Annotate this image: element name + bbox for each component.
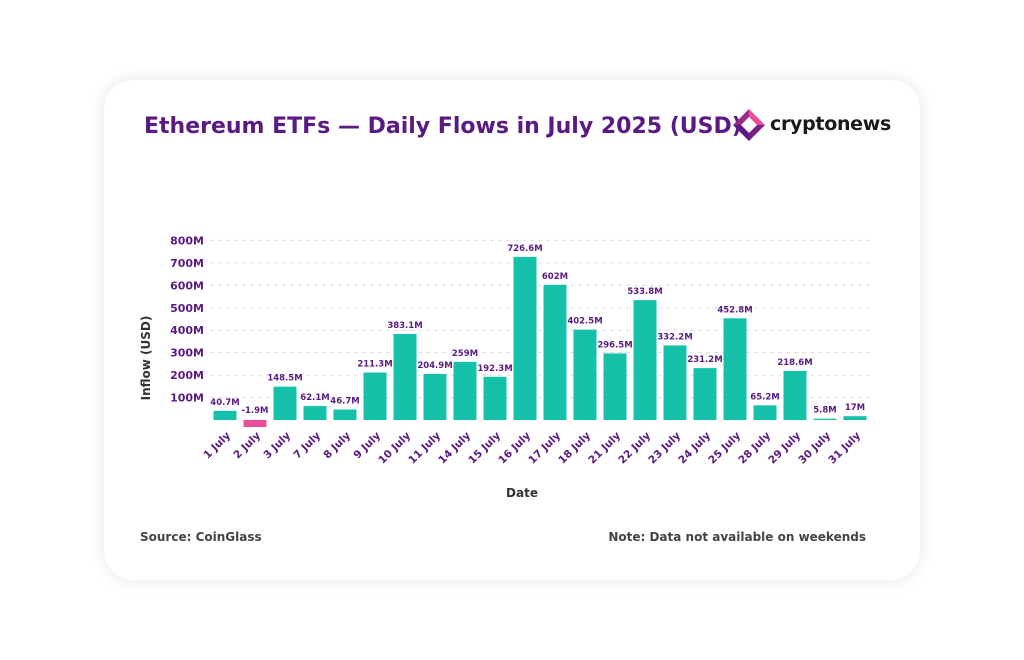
x-tick-label: 23 July [646,430,683,467]
x-tick-label: 25 July [706,430,743,467]
grid-lines [210,239,870,399]
bar [843,416,867,420]
x-tick-label: 8 July [321,430,353,462]
y-axis-ticks: 100M 200M 300M 400M 500M 600M 700M 800M [170,234,204,404]
x-tick-label: 2 July [231,430,263,462]
value-label: 602M [542,272,568,282]
value-label: 383.1M [387,321,422,331]
cryptonews-logo-icon [733,109,765,141]
y-tick-label: 500M [170,302,204,315]
value-label: 533.8M [627,287,662,297]
value-label: 211.3M [357,360,392,370]
bar [543,284,567,420]
bar [723,318,747,420]
bar [513,256,537,420]
x-tick-label: 24 July [676,430,713,467]
x-tick-label: 30 July [796,430,833,467]
value-label: 46.7M [330,397,359,407]
y-tick-label: 800M [170,234,204,247]
bars [213,256,867,427]
bar [663,345,687,420]
value-label: 402.5M [567,317,602,327]
value-label: 296.5M [597,340,632,350]
x-tick-label: 22 July [616,430,653,467]
bar [693,368,717,420]
value-label: 204.9M [417,361,452,371]
bar-chart: 100M 200M 300M 400M 500M 600M 700M 800M 40.7M-1… [139,234,870,500]
value-label: 192.3M [477,364,512,374]
bar [483,376,507,420]
value-label: 5.8M [813,406,837,416]
value-label: 62.1M [300,393,329,403]
bar [783,370,807,420]
bar [603,353,627,420]
x-tick-label: 18 July [556,430,593,467]
source-note: Source: CoinGlass [140,530,262,544]
x-tick-label: 15 July [466,430,503,467]
value-label: 17M [845,403,865,413]
bar [213,410,237,420]
bar [303,406,327,420]
x-tick-label: 7 July [291,430,323,462]
value-label: -1.9M [241,406,268,416]
chart-title: Ethereum ETFs — Daily Flows in July 2025… [144,114,742,139]
x-tick-label: 14 July [436,430,473,467]
y-tick-label: 100M [170,392,204,405]
value-label: 332.2M [657,332,692,342]
brand-name: cryptonews [770,113,892,135]
chart-card: Ethereum ETFs — Daily Flows in July 2025… [104,80,920,580]
x-tick-label: 16 July [496,430,533,467]
bar [393,333,417,420]
value-labels: 40.7M-1.9M 148.5M 62.1M 46.7M 211.3M 383.1M 20… [210,244,865,416]
weekend-note: Note: Data not available on weekends [608,530,866,544]
y-tick-label: 300M [170,347,204,360]
value-label: 231.2M [687,355,722,365]
bar [633,300,657,420]
y-tick-label: 400M [170,324,204,337]
y-axis-label: Inflow (USD) [139,316,153,401]
y-tick-label: 200M [170,369,204,382]
y-tick-label: 600M [170,279,204,292]
value-label: 148.5M [267,374,302,384]
y-tick-label: 700M [170,257,204,270]
x-tick-label: 28 July [736,430,773,467]
x-tick-label: 1 July [201,430,233,462]
value-label: 726.6M [507,244,542,254]
bar [273,386,297,420]
bar [813,418,837,420]
x-tick-label: 31 July [826,430,863,467]
x-tick-label: 21 July [586,430,623,467]
value-label: 259M [452,349,478,359]
bar [573,329,597,420]
x-tick-label: 29 July [766,430,803,467]
bar [423,373,447,420]
x-tick-label: 3 July [261,430,293,462]
bar [453,361,477,420]
x-tick-label: 10 July [376,430,413,467]
value-label: 65.2M [750,392,779,402]
value-label: 40.7M [210,398,239,408]
x-axis-label: Date [506,486,538,500]
x-tick-label: 17 July [526,430,563,467]
bar [243,420,267,427]
bar [363,372,387,420]
bar [333,409,357,420]
value-label: 218.6M [777,358,812,368]
bar [753,405,777,420]
value-label: 452.8M [717,305,752,315]
x-tick-label: 11 July [406,430,443,467]
